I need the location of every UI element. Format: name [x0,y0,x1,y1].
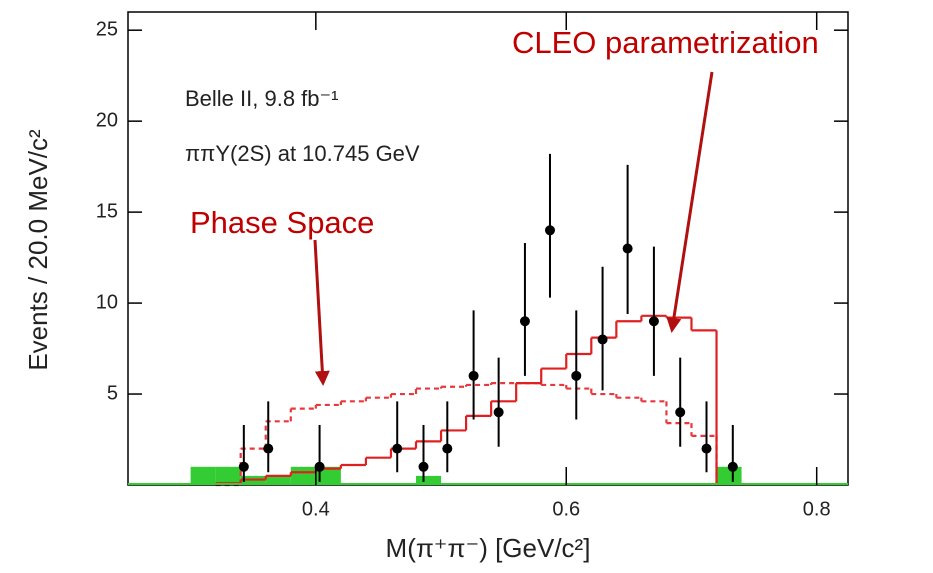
background-bar [265,475,291,485]
data-point [493,407,504,418]
point-layer [238,153,738,482]
data-point [392,443,403,454]
annotation: Belle II, 9.8 fb⁻¹ [185,86,338,111]
data-point [648,316,659,327]
y-tick-label: 25 [96,18,118,40]
background-bar [716,466,742,485]
x-tick-label: 0.6 [552,498,580,520]
data-point [442,443,453,454]
plot-frame [127,11,849,486]
background-bar [190,466,216,485]
y-tick-label: 10 [96,291,118,313]
data-point [622,243,633,254]
data-point [675,407,686,418]
curve-layer [214,314,718,487]
data-point [418,461,429,472]
y-tick-label: 15 [96,200,118,222]
x-tick-label: 0.8 [803,498,831,520]
y-axis-title: Events / 20.0 MeV/c² [23,129,53,371]
y-tick-label: 5 [107,382,118,404]
annotation: ππΥ(2S) at 10.745 GeV [185,141,420,166]
data-point [238,461,249,472]
data-point [263,443,274,454]
data-point [727,461,738,472]
arrow [313,239,330,386]
y-tick-label: 20 [96,109,118,131]
background-bar [290,466,316,485]
data-point [519,316,530,327]
arrow [666,71,714,333]
series-label: Phase Space [190,205,374,240]
background-bar [315,466,341,485]
background-bar [215,466,241,485]
data-point [701,443,712,454]
x-tick-label: 0.4 [302,498,330,520]
data-point [597,334,608,345]
background-bar [416,475,442,485]
data-point [314,461,325,472]
x-axis-title: M(π⁺π⁻) [GeV/c²] [386,533,591,563]
data-point [544,225,555,236]
series-label: CLEO parametrization [512,25,819,60]
data-point [571,370,582,381]
data-point [468,370,479,381]
